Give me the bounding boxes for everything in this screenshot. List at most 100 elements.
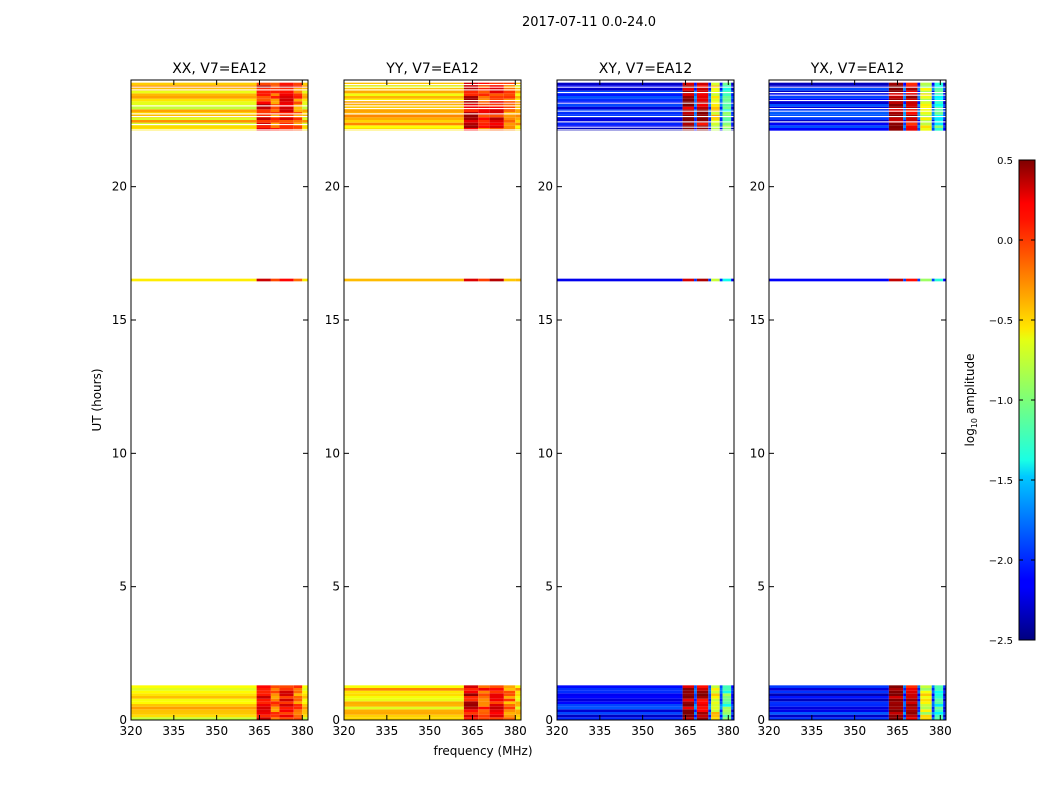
heat-cell [722, 714, 732, 718]
heat-cell [302, 690, 308, 694]
heat-cell [903, 712, 907, 715]
y-tick-label: 0 [757, 713, 765, 727]
heat-cell [478, 88, 490, 91]
heat-cell [722, 96, 732, 99]
heat-cell [903, 717, 907, 720]
heat-cell [279, 82, 294, 86]
heat-cell [722, 693, 732, 696]
heat-cell [682, 701, 695, 704]
heat-cell [478, 690, 490, 694]
heat-cell [708, 688, 712, 691]
heat-cell [694, 82, 697, 86]
heat-cell [920, 128, 932, 131]
heat-cell [906, 104, 918, 107]
heat-cell [719, 82, 723, 86]
heat-cell [478, 688, 490, 691]
heat-cell [478, 278, 490, 282]
heat-cell [503, 93, 516, 96]
heat-cell [719, 706, 723, 710]
heat-cell [463, 109, 479, 112]
heat-cell [256, 104, 271, 107]
heat-cell [256, 93, 271, 96]
heat-cell [256, 709, 271, 712]
heat-cell [515, 693, 521, 696]
heat-cell [719, 709, 723, 712]
heat-cell [917, 712, 921, 715]
heat-cell [917, 117, 921, 120]
heat-cell [682, 120, 695, 123]
heat-cell [302, 106, 308, 110]
heat-cell [463, 698, 479, 702]
heat-cell [131, 685, 257, 688]
heat-cell [722, 88, 732, 91]
heat-cell [131, 101, 257, 104]
y-tick-label: 20 [112, 180, 127, 194]
flag-line [131, 129, 308, 131]
heat-cell [256, 712, 271, 715]
heat-cell [917, 88, 921, 91]
heat-cell [463, 88, 479, 91]
heat-cell [344, 698, 464, 702]
heat-cell [131, 690, 257, 694]
heat-cell [711, 696, 720, 699]
heat-cell [256, 120, 271, 123]
heat-cell [293, 698, 303, 702]
heat-cell [934, 704, 944, 707]
heat-cell [256, 714, 271, 718]
heat-cell [302, 714, 308, 718]
heat-cell [344, 696, 464, 699]
heat-cell [515, 112, 521, 115]
heat-cell [769, 112, 889, 115]
heat-cell [888, 112, 904, 115]
heat-cell [731, 98, 734, 102]
panel-frame [130, 79, 309, 721]
heat-cell [478, 712, 490, 715]
heat-cell [917, 278, 921, 282]
heat-cell [478, 701, 490, 704]
heat-cell [696, 278, 709, 282]
heat-cell [719, 120, 723, 123]
heat-cell [931, 712, 935, 715]
heat-cell [131, 704, 257, 707]
heat-cell [682, 698, 695, 702]
heat-cell [682, 712, 695, 715]
heat-cell [931, 704, 935, 707]
heat-cell [934, 709, 944, 712]
heat-cell [682, 106, 695, 110]
heat-cell [131, 693, 257, 696]
heat-cell [708, 706, 712, 710]
heat-cell [270, 278, 280, 282]
heat-cell [344, 112, 464, 115]
heat-cell [557, 701, 683, 704]
heat-cell [696, 712, 709, 715]
heat-cell [503, 90, 516, 94]
panel-title: YX, V7=EA12 [810, 61, 905, 77]
heat-cell [279, 693, 294, 696]
heat-cell [279, 701, 294, 704]
panel-3: XY, V7=EA12 320 335 350 365 380 0 5 10 15 20 [538, 61, 740, 738]
heat-cell [302, 90, 308, 94]
heat-cell [682, 709, 695, 712]
heat-cell [934, 101, 944, 104]
heat-cell [344, 712, 464, 715]
heat-cell [293, 704, 303, 707]
panel-title: XX, V7=EA12 [172, 61, 267, 77]
y-tick-label: 0 [332, 713, 340, 727]
heat-cell [682, 93, 695, 96]
heat-cell [270, 112, 280, 115]
heat-cell [943, 693, 946, 696]
y-tick-label: 5 [332, 580, 340, 594]
heat-cell [943, 112, 946, 115]
heat-cell [302, 706, 308, 710]
colorbar-tick-label: 0.0 [997, 236, 1013, 247]
heat-cell [711, 690, 720, 694]
heat-cell [711, 685, 720, 688]
heat-cell [694, 112, 697, 115]
x-tick-label: 320 [120, 724, 143, 738]
heat-cell [769, 688, 889, 691]
heat-cell [293, 90, 303, 94]
heat-cell [931, 685, 935, 688]
heat-cell [694, 106, 697, 110]
heat-cell [906, 128, 918, 131]
heat-cell [696, 704, 709, 707]
